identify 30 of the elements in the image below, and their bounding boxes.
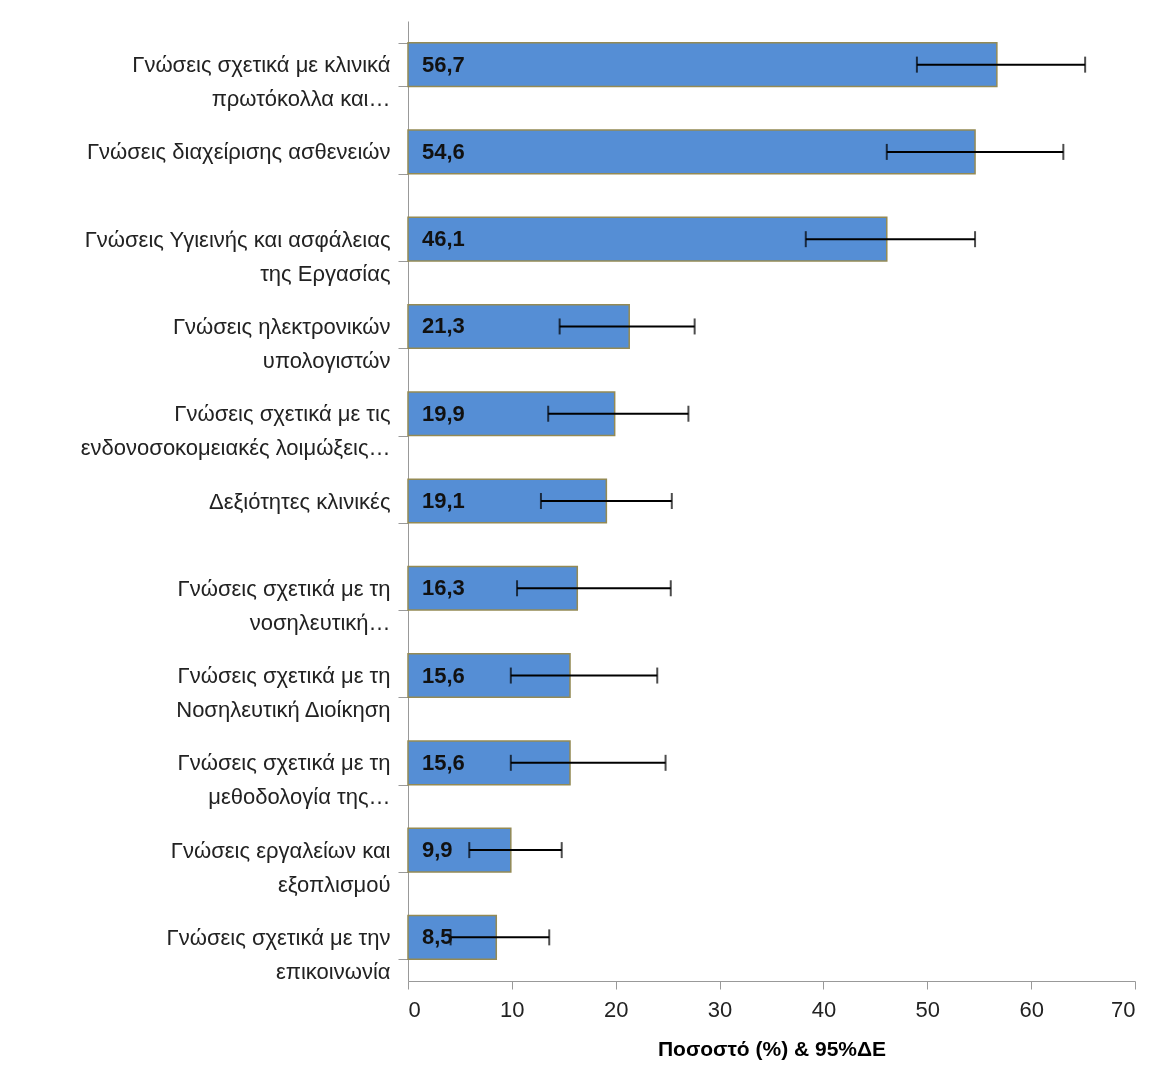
data-label: 56,7 [422,51,465,77]
x-tick-label: 40 [811,996,837,1022]
x-axis-title: Ποσοστό (%) & 95%ΔΕ [657,1036,887,1060]
x-tick-label: 10 [500,996,525,1022]
y-tick-label: Γνώσεις σχετικά με την επικοινωνία [166,924,391,984]
x-tick-label: 0 [408,996,421,1022]
data-label: 21,3 [422,313,465,339]
data-label: 9,9 [422,837,453,863]
data-label: 54,6 [422,138,465,164]
y-tick-label: Γνώσεις σχετικά με τη Νοσηλευτική Διοίκηση [176,663,391,723]
data-label: 15,6 [422,662,465,688]
y-tick-label: Γνώσεις εργαλείων και εξοπλισμού [170,837,391,897]
y-tick-label: Γνώσεις σχετικά με τη μεθοδολογία της… [177,750,391,810]
y-tick-label: Γνώσεις Υγιεινής και ασφάλειας της Εργασίας [84,226,391,286]
y-tick-label: Δεξιότητες κλινικές [209,488,391,514]
data-label: 46,1 [422,226,465,252]
y-tick-label: Γνώσεις διαχείρισης ασθενειών [86,139,391,165]
data-label: 19,9 [422,400,465,426]
y-tick-label: Γνώσεις σχετικά με κλινικά πρωτόκολλα και… [132,52,391,112]
y-tick-label: Γνώσεις σχετικά με τις ενδονοσοκομειακές λοιμώξεις… [80,401,391,461]
data-label: 19,1 [422,488,465,513]
x-tick-label: 30 [707,996,733,1022]
x-tick-label: 20 [603,996,629,1022]
x-tick-label: 60 [1019,996,1044,1022]
data-label: 15,6 [422,749,465,775]
data-label: 16,3 [422,575,465,601]
y-tick-label: Γνώσεις ηλεκτρονικών υπολογιστών [172,313,391,373]
x-tick-label: 50 [915,996,941,1022]
x-tick-label: 70 [1111,996,1136,1022]
y-tick-label: Γνώσεις σχετικά με τη νοσηλευτική… [177,575,391,635]
